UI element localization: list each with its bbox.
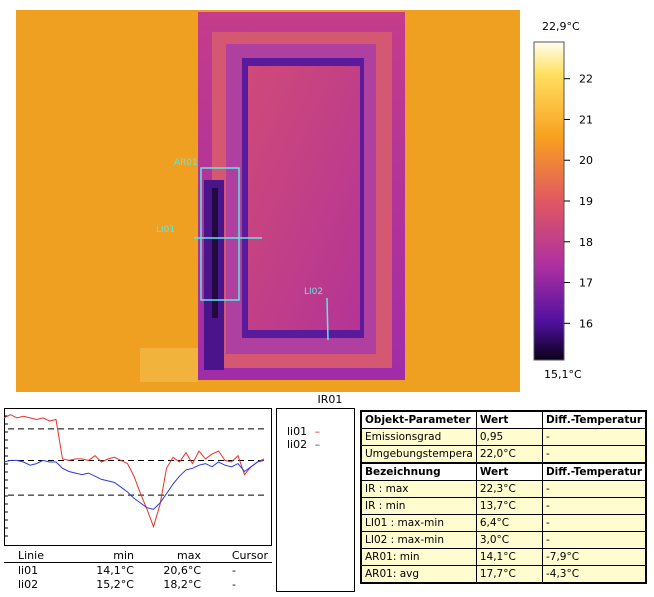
label-li01: LI01 [156,225,175,235]
scale-tick-label: 18 [579,236,593,249]
line-profile-chart [4,408,272,546]
series-line-li01 [4,414,265,529]
thermal-image: AR01 LI01 LI02 [16,10,520,392]
params-cell: Emissionsgrad [360,428,477,446]
scale-tick-label: 16 [579,317,593,330]
stats-header-row: Linie min max Cursor [4,548,272,563]
params-header-cell: Wert [475,462,543,481]
params-cell: - [541,514,647,532]
floor-grid [140,348,198,382]
stats-cell: - [232,577,236,591]
scale-min-label: 15,1°C [544,368,582,381]
scale-tick-label: 20 [579,154,593,167]
params-cell: - [541,531,647,549]
params-cell: - [541,445,647,464]
scale-tick-label: 19 [579,195,593,208]
params-cell: 6,4°C [475,514,543,532]
line-li02[interactable] [326,297,329,341]
params-row: Umgebungstempera 22,0°C - [360,445,647,464]
params-cell: -4,3°C [541,565,647,584]
params-cell: - [541,497,647,515]
chart-legend: li01 – li02 – [276,408,355,592]
params-header-cell: Diff.-Temperatur [541,462,647,481]
params-row: LI01 : max-min 6,4°C - [360,514,647,532]
stats-header-min: min [70,548,138,563]
stats-cell: li02 [18,577,39,591]
area-ar01[interactable] [200,167,240,301]
legend-swatch-li02: – [314,438,321,451]
stats-cell: 14,1°C [96,563,134,577]
series-line-li02 [4,459,265,510]
stats-cell: 15,2°C [96,577,134,591]
params-cell: IR : min [360,497,477,515]
params-cell: 0,95 [475,428,543,446]
stats-header-cursor: Cursor [205,548,272,563]
params-row: Emissionsgrad 0,95 - [360,428,647,446]
stats-cell: li01 [18,563,39,577]
legend-item-li01: li01 – [287,425,320,438]
scale-bar: 22 21 20 19 18 17 16 [533,41,593,361]
params-row: AR01: avg 17,7°C -4,3°C [360,565,647,584]
params-cell: 14,1°C [475,548,543,566]
label-li02: LI02 [304,287,323,297]
stats-header-max: max [137,548,206,563]
params-cell: - [541,428,647,446]
params-cell: -7,9°C [541,548,647,566]
params-cell: IR : max [360,480,477,498]
scale-tick-label: 22 [579,73,593,86]
params-cell: Umgebungstempera [360,445,477,464]
legend-label-li01: li01 [287,425,308,438]
params-cell: - [541,480,647,498]
legend-item-li02: li02 – [287,438,320,451]
params-cell: 17,7°C [475,565,543,584]
params-cell: AR01: min [360,548,477,566]
params-row: AR01: min 14,1°C -7,9°C [360,548,647,566]
params-row: LI02 : max-min 3,0°C - [360,531,647,549]
stats-row-li02: li02 15,2°C 18,2°C - [4,577,272,591]
params-cell: 22,3°C [475,480,543,498]
door-pane [248,66,360,330]
params-header-cell: Diff.-Temperatur [541,410,647,429]
stats-cell: - [232,563,236,577]
params-cell: LI01 : max-min [360,514,477,532]
params-header-designation: Bezeichnung Wert Diff.-Temperatur [360,462,647,481]
line-stats-table: Linie min max Cursor li01 14,1°C 20,6°C … [4,548,272,591]
legend-label-li02: li02 [287,438,308,451]
parameter-table: Objekt-Parameter Wert Diff.-Temperatur E… [360,410,647,584]
legend-swatch-li01: – [314,425,321,438]
scale-tick-label: 17 [579,277,593,290]
params-row: IR : max 22,3°C - [360,480,647,498]
scale-max-label: 22,9°C [542,20,580,33]
stats-header-linie: Linie [4,548,71,563]
params-cell: LI02 : max-min [360,531,477,549]
temperature-scale: 22,9°C 22 21 20 19 18 17 16 15,1°C [524,10,654,392]
params-cell: 13,7°C [475,497,543,515]
door-left-dark-edge [212,188,218,318]
stats-row-li01: li01 14,1°C 20,6°C - [4,563,272,578]
params-cell: 3,0°C [475,531,543,549]
scale-tick-label: 21 [579,113,593,126]
label-ar01: AR01 [174,158,198,168]
params-header-cell: Bezeichnung [360,462,477,481]
params-header-cell: Objekt-Parameter [360,410,477,429]
params-header-object: Objekt-Parameter Wert Diff.-Temperatur [360,410,647,429]
params-row: IR : min 13,7°C - [360,497,647,515]
image-caption: IR01 [317,393,343,406]
params-cell: 22,0°C [475,445,543,464]
stats-cell: 18,2°C [163,577,202,591]
params-header-cell: Wert [475,410,543,429]
params-cell: AR01: avg [360,565,477,584]
stats-cell: 20,6°C [163,563,202,577]
